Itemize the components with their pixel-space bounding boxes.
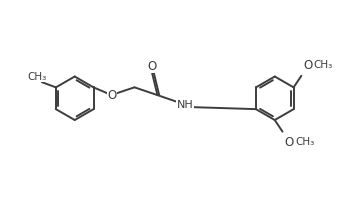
Text: CH₃: CH₃ [314, 60, 333, 70]
Text: O: O [284, 136, 293, 149]
Text: NH: NH [176, 100, 193, 110]
Text: O: O [107, 89, 116, 102]
Text: CH₃: CH₃ [295, 137, 314, 147]
Text: O: O [303, 59, 312, 72]
Text: CH₃: CH₃ [28, 72, 47, 82]
Text: O: O [148, 60, 157, 73]
